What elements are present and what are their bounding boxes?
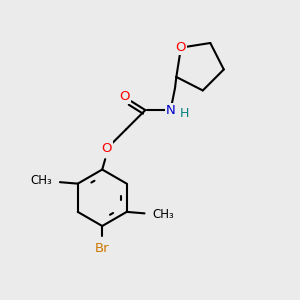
Text: CH₃: CH₃ <box>152 208 174 221</box>
Text: O: O <box>176 41 186 54</box>
Text: H: H <box>179 107 189 120</box>
Text: N: N <box>166 103 176 117</box>
Text: Br: Br <box>95 242 110 255</box>
Text: CH₃: CH₃ <box>31 174 52 187</box>
Text: O: O <box>119 90 130 103</box>
Text: O: O <box>101 142 112 155</box>
